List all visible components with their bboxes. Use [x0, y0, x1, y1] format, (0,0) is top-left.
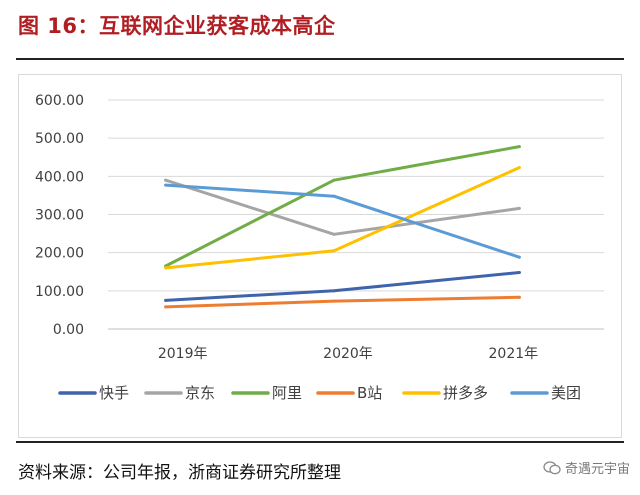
data-point-美团	[517, 255, 521, 259]
gridlines	[108, 99, 604, 330]
data-point-阿里	[517, 145, 521, 149]
y-tick-label: 0.00	[53, 322, 84, 338]
wechat-icon	[543, 460, 561, 475]
data-point-拼多多	[332, 249, 336, 253]
y-tick-label: 400.00	[35, 169, 84, 185]
top-rule	[16, 58, 624, 60]
figure-title: 图 16：互联网企业获客成本高企	[18, 14, 336, 38]
legend-label-B站: B站	[357, 384, 382, 402]
legend-label-京东: 京东	[185, 384, 215, 402]
legend: 快手 京东 阿里 B站 拼多多 美团	[58, 384, 581, 402]
series-lines	[164, 145, 521, 309]
y-axis-ticks: 600.00 500.00 400.00 300.00 200.00 100.00 0.00	[35, 93, 84, 338]
x-tick-label: 2019年	[158, 346, 208, 362]
series-line-快手	[164, 271, 521, 302]
watermark: 奇遇元宇宙	[543, 458, 630, 477]
data-point-B站	[517, 295, 521, 299]
y-tick-label: 100.00	[35, 284, 84, 300]
bottom-rule	[16, 441, 624, 443]
data-point-B站	[164, 305, 168, 309]
legend-label-阿里: 阿里	[272, 384, 302, 402]
watermark-text: 奇遇元宇宙	[564, 462, 630, 477]
y-tick-label: 500.00	[35, 131, 84, 147]
legend-label-美团: 美团	[551, 384, 581, 402]
data-point-京东	[517, 206, 521, 210]
data-point-快手	[164, 298, 168, 302]
data-point-B站	[332, 299, 336, 303]
data-point-快手	[332, 289, 336, 293]
data-point-阿里	[332, 178, 336, 182]
data-point-美团	[332, 194, 336, 198]
data-point-拼多多	[517, 166, 521, 170]
data-point-京东	[164, 178, 168, 182]
y-tick-label: 600.00	[35, 93, 84, 109]
source-note: 资料来源：公司年报，浙商证券研究所整理	[18, 463, 341, 483]
data-point-拼多多	[164, 266, 168, 270]
chart-frame	[18, 74, 622, 438]
x-tick-label: 2021年	[489, 346, 539, 362]
y-tick-label: 200.00	[35, 246, 84, 262]
x-tick-label: 2020年	[323, 346, 373, 362]
legend-label-拼多多: 拼多多	[443, 384, 488, 402]
y-tick-label: 300.00	[35, 208, 84, 224]
x-axis-ticks: 2019年 2020年 2021年	[158, 346, 538, 362]
data-point-京东	[332, 232, 336, 236]
legend-label-快手: 快手	[99, 384, 129, 402]
data-point-快手	[517, 271, 521, 275]
data-point-美团	[164, 183, 168, 187]
